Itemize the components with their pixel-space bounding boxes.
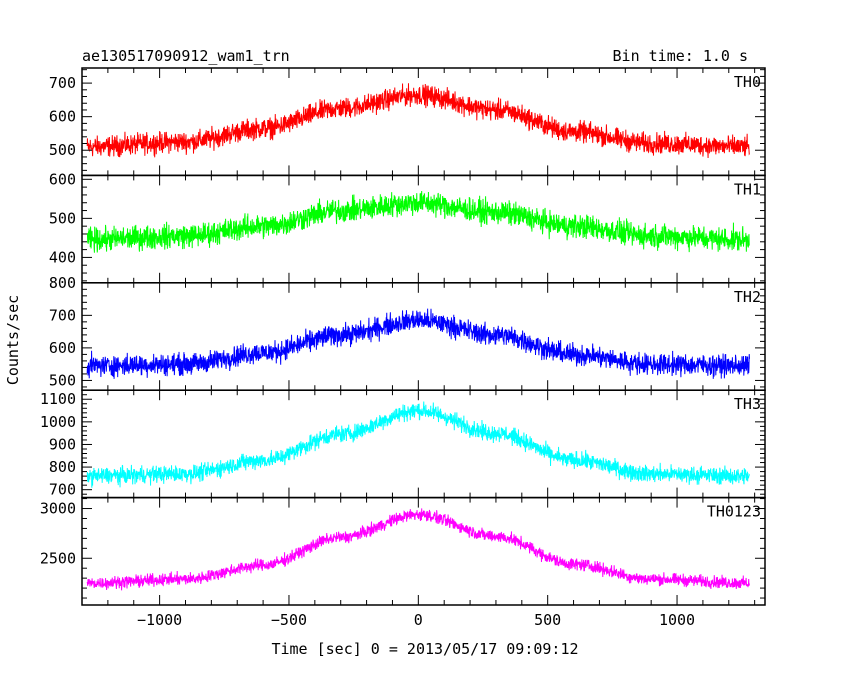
- y-tick-label: 600: [49, 339, 76, 357]
- y-tick-label: 2500: [40, 549, 76, 567]
- series-label: TH2: [734, 288, 761, 306]
- bin-time-label: Bin time: 1.0 s: [613, 47, 748, 65]
- y-tick-label: 700: [49, 306, 76, 324]
- y-tick-label: 500: [49, 141, 76, 159]
- y-tick-label: 700: [49, 74, 76, 92]
- panels: TH0500600700TH1400500600TH2500600700800T…: [40, 67, 766, 629]
- series-line-th3: [86, 401, 750, 488]
- series-line-th0: [86, 83, 750, 158]
- y-tick-label: 700: [49, 481, 76, 499]
- panel-th0: TH0 500 600 700: [49, 67, 766, 177]
- series-line-th1: [86, 190, 750, 253]
- y-tick-label: 1100: [40, 390, 76, 408]
- series-label: TH1: [734, 180, 761, 198]
- panel-th0123: TH0123 2500 3000: [40, 496, 766, 606]
- panel-frame: [81, 496, 766, 606]
- y-tick-label: 3000: [40, 500, 76, 518]
- series-label: TH3: [734, 395, 761, 413]
- panel-th3: TH3 700 800 900 1000 1100: [40, 389, 766, 499]
- y-tick-label: 800: [49, 274, 76, 292]
- y-axis-label: Counts/sec: [4, 295, 22, 385]
- y-tick-label: 1000: [40, 413, 76, 431]
- series-label: TH0: [734, 73, 761, 91]
- panel-frame: [81, 282, 766, 391]
- y-tick-label: 400: [49, 248, 76, 266]
- chart-title: ae130517090912_wam1_trn: [82, 47, 290, 65]
- x-tick-label: 0: [414, 611, 423, 629]
- y-tick-label: 900: [49, 435, 76, 453]
- x-tick-label: 500: [534, 611, 561, 629]
- x-tick-label: −500: [271, 611, 307, 629]
- x-tick-label: 1000: [659, 611, 695, 629]
- y-tick-label: 600: [49, 170, 76, 188]
- panel-frame: [81, 67, 766, 177]
- series-line-th2: [86, 308, 750, 379]
- y-tick-label: 800: [49, 458, 76, 476]
- series-label: TH0123: [707, 503, 761, 521]
- y-tick-label: 600: [49, 108, 76, 126]
- x-axis-label: Time [sec] 0 = 2013/05/17 09:09:12: [271, 640, 578, 658]
- panel-th2: TH2 500 600 700 800: [49, 274, 766, 391]
- panel-th1: TH1 400 500 600: [49, 170, 766, 284]
- series-line-th0123: [86, 508, 750, 591]
- y-tick-label: 500: [49, 209, 76, 227]
- y-tick-label: 500: [49, 371, 76, 389]
- x-tick-label: −1000: [137, 611, 182, 629]
